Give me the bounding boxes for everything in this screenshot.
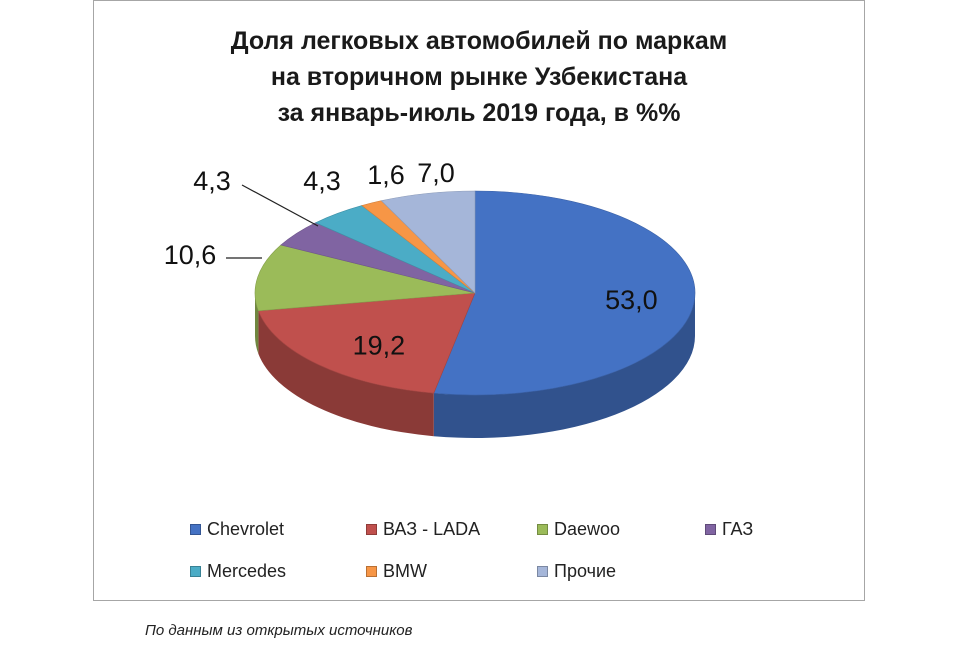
data-label-0: 53,0 xyxy=(605,285,658,315)
data-label-1: 19,2 xyxy=(353,330,406,360)
legend-label: Chevrolet xyxy=(207,519,285,539)
legend-item-bmw: BMW xyxy=(366,561,427,582)
pie-slice-2 xyxy=(254,244,476,312)
legend-swatch xyxy=(366,524,377,535)
legend-label: Прочие xyxy=(554,561,617,581)
legend-item-prochie: Прочие xyxy=(537,561,616,582)
data-label-4: 4,3 xyxy=(303,166,341,196)
legend-swatch xyxy=(190,566,201,577)
legend-label: ГАЗ xyxy=(722,519,754,539)
pie-slice-0 xyxy=(433,190,696,396)
legend-swatch xyxy=(366,566,377,577)
data-label-leader xyxy=(241,184,319,227)
chart-title-line-3: за январь-июль 2019 года, в %% xyxy=(277,99,681,127)
legend-swatch xyxy=(705,524,716,535)
legend-item-gaz: ГАЗ xyxy=(705,519,753,540)
legend-label: BMW xyxy=(383,561,427,581)
chart-title-line-1: Доля легковых автомобилей по маркам xyxy=(230,27,728,55)
pie-side-1 xyxy=(258,310,434,437)
legend-item-vaz-lada: ВАЗ - LADA xyxy=(366,519,480,540)
legend-swatch xyxy=(190,524,201,535)
data-label-6: 7,0 xyxy=(417,158,455,188)
pie-side-2 xyxy=(255,293,259,354)
legend-label: ВАЗ - LADA xyxy=(383,519,481,539)
legend-swatch xyxy=(537,566,548,577)
pie-slice-6 xyxy=(380,190,476,294)
legend-item-daewoo: Daewoo xyxy=(537,519,620,540)
pie-side-0 xyxy=(433,293,695,438)
source-note: По данным из открытых источников xyxy=(145,622,413,639)
data-label-5: 1,6 xyxy=(367,160,405,190)
data-label-3: 4,3 xyxy=(193,166,231,196)
data-label-2: 10,6 xyxy=(164,240,217,270)
legend-item-chevrolet: Chevrolet xyxy=(190,519,284,540)
legend-item-mercedes: Mercedes xyxy=(190,561,286,582)
legend-label: Daewoo xyxy=(554,519,621,539)
pie-slice-1 xyxy=(257,292,476,394)
legend-label: Mercedes xyxy=(207,561,287,581)
legend-swatch xyxy=(537,524,548,535)
chart-title-line-2: на вторичном рынке Узбекистана xyxy=(270,63,688,91)
